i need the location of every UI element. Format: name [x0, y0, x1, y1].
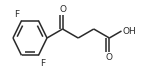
Text: F: F [40, 59, 46, 68]
Text: O: O [59, 5, 66, 13]
Text: OH: OH [122, 26, 136, 36]
Text: O: O [106, 54, 113, 63]
Text: F: F [14, 10, 19, 19]
